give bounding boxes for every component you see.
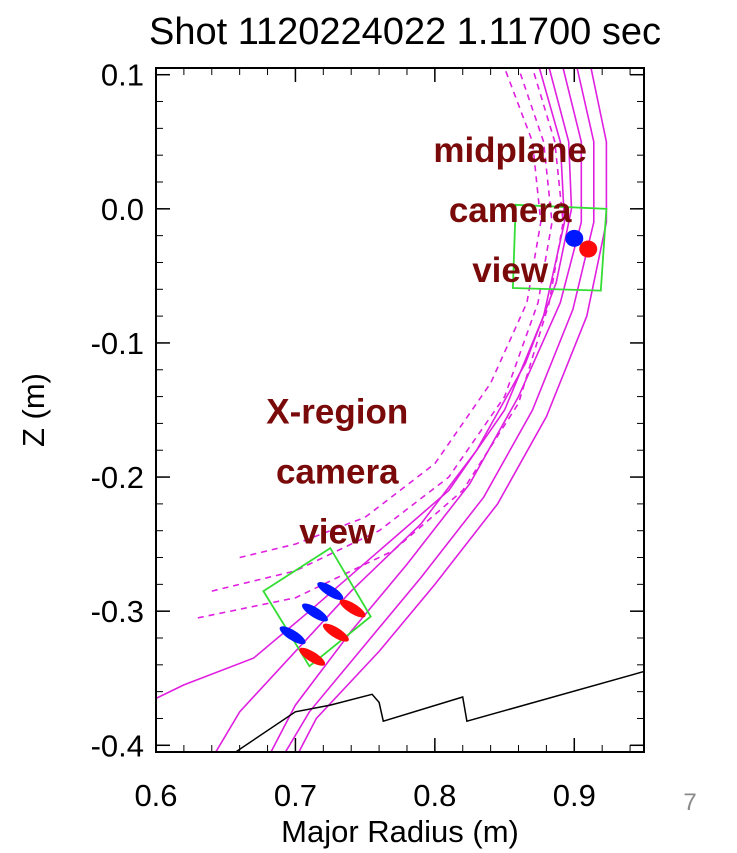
y-tick-label: 0.1 <box>101 58 144 93</box>
flux-surface-solid-3 <box>270 68 583 752</box>
y-axis-ticks: 0.1 0.0 -0.1 -0.2 -0.3 -0.4 <box>91 58 644 763</box>
blob-markers <box>279 229 598 666</box>
slide-page-number: 7 <box>683 789 696 816</box>
vessel-wall <box>234 670 644 752</box>
y-tick-label: -0.2 <box>91 460 144 495</box>
x-tick-label: 0.6 <box>134 778 177 813</box>
dashed-flux-surfaces <box>197 68 564 619</box>
solid-flux-surfaces <box>156 68 608 752</box>
x-tick-label: 0.9 <box>553 778 596 813</box>
flux-surface-solid-1 <box>156 68 566 700</box>
midplane-view-box <box>511 203 608 292</box>
y-tick-label: 0.0 <box>101 192 144 227</box>
midplane-blob-blue-1 <box>565 229 584 247</box>
flux-surface-solid-4 <box>284 68 595 752</box>
y-tick-label: -0.1 <box>91 326 144 361</box>
camera-view-boxes <box>262 203 608 668</box>
chart-title: Shot 1120224022 1.11700 sec <box>149 11 661 53</box>
flux-surface-dashed-1 <box>239 68 542 559</box>
x-region-blob-red-6 <box>299 647 326 666</box>
flux-surface-solid-2 <box>214 68 573 752</box>
x-region-blob-red-4 <box>339 599 366 618</box>
midplane-camera-label: midplane camera view <box>433 131 587 290</box>
x-tick-label: 0.7 <box>274 778 317 813</box>
x-region-camera-label: X-region camera view <box>266 392 408 551</box>
vessel-wall-line <box>234 670 644 752</box>
x-axis-label: Major Radius (m) <box>281 814 519 849</box>
midplane-blob-red-2 <box>579 240 598 258</box>
x-axis-ticks: 0.6 0.7 0.8 0.9 <box>134 68 631 813</box>
plot-frame <box>155 67 645 753</box>
x-region-blob-blue-3 <box>279 626 306 645</box>
x-region-blob-blue-2 <box>301 603 328 622</box>
y-axis-label: Z (m) <box>16 373 51 447</box>
x-region-blob-blue-1 <box>317 582 344 601</box>
y-tick-label: -0.3 <box>91 594 144 629</box>
x-tick-label: 0.8 <box>413 778 456 813</box>
x-region-blob-red-5 <box>322 623 349 642</box>
flux-surface-dashed-2 <box>211 68 553 592</box>
flux-surface-dashed-3 <box>197 68 564 619</box>
flux-surface-solid-5 <box>297 68 608 752</box>
y-tick-label: -0.4 <box>91 728 144 763</box>
